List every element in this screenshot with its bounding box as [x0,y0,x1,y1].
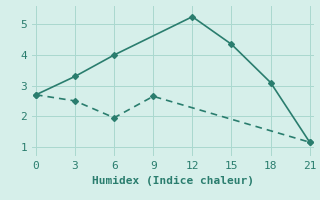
X-axis label: Humidex (Indice chaleur): Humidex (Indice chaleur) [92,176,254,186]
